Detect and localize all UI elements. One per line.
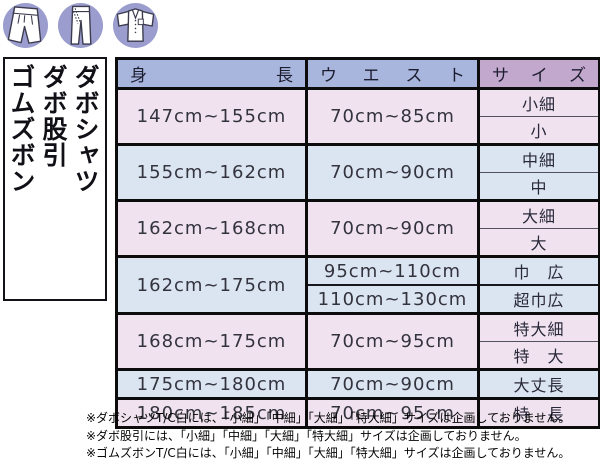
table-row: 180cm~185cm 70cm~95cm 特 長 <box>115 397 600 428</box>
table-row: 175cm~180cm 70cm~90cm 大丈長 <box>115 368 600 399</box>
table-row: 147cm~155cm 70cm~85cm 小細 <box>115 87 600 145</box>
height-cell: 147cm~155cm <box>115 87 307 145</box>
table-row: 大 <box>117 228 600 257</box>
table-row: 特 大 <box>117 341 600 370</box>
waist-cell: 70cm~90cm <box>305 143 479 201</box>
product-name-daboshatsu: ダボシャツ <box>71 64 100 194</box>
header-height: 身長 <box>115 58 307 90</box>
table-row: 110cm~130cm 超巾広 <box>117 285 600 314</box>
size-table: 身長 ウエスト サイズ 147cm~155cm 70cm~85cm 小細 小 1… <box>115 57 600 429</box>
wide-pants-icon <box>2 2 49 49</box>
size-cell: 小 <box>477 116 600 145</box>
size-cell: 大細 <box>477 199 600 229</box>
waist-cell: 110cm~130cm <box>305 285 479 314</box>
footnote-dabomomohiki: ※ダボ股引には、「小細」「中細」「大細」「特大細」サイズは企画しておりません。 <box>86 428 527 443</box>
height-cell: 162cm~175cm <box>115 255 307 314</box>
size-cell: 超巾広 <box>477 285 600 314</box>
size-cell: 小細 <box>477 87 600 117</box>
size-cell: 大丈長 <box>477 368 600 399</box>
height-cell: 155cm~162cm <box>115 143 307 201</box>
size-cell: 中細 <box>477 143 600 173</box>
footnote-gomuzubon: ※ゴムズボンT/C白には、「小細」「中細」「大細」「特大細」サイズは企画しており… <box>86 446 571 460</box>
product-name-dabomomohiki: ダボ股引 <box>39 64 68 168</box>
header-waist: ウエスト <box>305 58 479 90</box>
product-names: ダボシャツ ダボ股引 ゴムズボン <box>5 59 105 299</box>
size-cell: 特 長 <box>477 397 600 428</box>
size-cell: 中 <box>477 172 600 201</box>
waist-cell: 70cm~85cm <box>305 87 479 145</box>
waist-cell: 70cm~95cm <box>305 312 479 370</box>
table-header-row: 身長 ウエスト サイズ <box>115 58 600 90</box>
product-names-box: ダボシャツ ダボ股引 ゴムズボン <box>3 57 107 301</box>
table-row: 中 <box>117 172 600 201</box>
height-cell: 168cm~175cm <box>115 312 307 370</box>
product-name-gomuzubon: ゴムズボン <box>7 64 36 194</box>
footnote-daboshatsu: ※ダボシャツT/C白には、「小細」「中細」「大細」「特大細」サイズは企画しており… <box>86 411 571 425</box>
waist-cell: 95cm~110cm <box>305 255 479 286</box>
table-row: 155cm~162cm 70cm~90cm 中細 <box>115 143 600 201</box>
size-cell: 大 <box>477 228 600 257</box>
waist-cell: 70cm~90cm <box>305 368 479 399</box>
height-cell: 162cm~168cm <box>115 199 307 257</box>
slim-pants-icon <box>57 2 104 49</box>
table-row: 小 <box>117 116 600 145</box>
height-cell: 180cm~185cm <box>115 397 307 428</box>
footnotes: ※ダボシャツT/C白には、「小細」「中細」「大細」「特大細」サイズは企画しており… <box>86 410 570 463</box>
height-cell: 175cm~180cm <box>115 368 307 399</box>
size-cell: 特 大 <box>477 341 600 370</box>
table-row: 162cm~175cm 95cm~110cm 巾 広 <box>115 255 600 314</box>
table-row: 168cm~175cm 70cm~95cm 特大細 <box>115 312 600 370</box>
size-cell: 巾 広 <box>477 255 600 286</box>
table-row: 162cm~168cm 70cm~90cm 大細 <box>115 199 600 257</box>
size-cell: 特大細 <box>477 312 600 342</box>
header-size: サイズ <box>477 58 600 90</box>
waist-cell: 70cm~90cm <box>305 199 479 257</box>
waist-cell: 70cm~95cm <box>305 397 479 428</box>
shirt-icon <box>112 2 159 49</box>
